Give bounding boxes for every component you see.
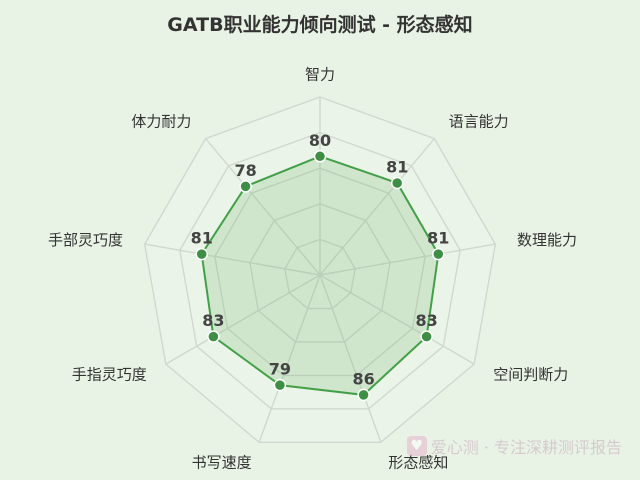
grid-spoke: [144, 243, 321, 276]
axis-label: 空间判断力: [493, 366, 568, 384]
data-label: 80: [309, 131, 331, 150]
axis-label: 手指灵巧度: [72, 366, 147, 384]
data-label: 81: [386, 158, 408, 177]
grid-spoke: [205, 138, 321, 276]
grid-ring: [284, 238, 356, 310]
data-label: 78: [234, 161, 256, 180]
axis-label: 形态感知: [388, 453, 448, 471]
chart-title: GATB职业能力倾向测试 - 形态感知: [167, 14, 473, 36]
axis-label: 数理能力: [517, 231, 577, 249]
grid-spoke: [319, 138, 435, 276]
data-point: [432, 247, 445, 261]
axis-label: 书写速度: [192, 453, 252, 471]
grid-ring: [179, 131, 461, 410]
grid-spoke: [319, 274, 475, 365]
data-label: 81: [427, 229, 449, 248]
data-point: [390, 176, 404, 190]
data-point: [195, 247, 208, 261]
grid-ring: [214, 167, 426, 377]
grid-spoke: [319, 243, 496, 276]
heart-icon: ♥: [406, 436, 427, 456]
axis-label: 语言能力: [449, 112, 509, 130]
data-point: [273, 378, 287, 392]
data-point: [239, 180, 252, 193]
data-label: 86: [352, 369, 374, 388]
data-point: [420, 330, 433, 343]
data-point: [207, 330, 220, 343]
grid-spoke: [165, 274, 321, 365]
watermark: ♥ 爱心测 · 专注深耕测评报告: [406, 434, 622, 458]
series-area: [200, 155, 440, 396]
watermark-text: 爱心测 · 专注深耕测评报告: [430, 438, 622, 457]
data-point: [313, 150, 327, 163]
data-label: 81: [191, 229, 213, 248]
axis-label: 体力耐力: [131, 112, 191, 130]
data-label: 83: [202, 311, 224, 330]
axis-label: 手部灵巧度: [48, 231, 123, 249]
grid-ring: [249, 203, 391, 343]
grid-spoke: [258, 274, 321, 443]
data-label: 83: [415, 311, 437, 330]
axis-label: 智力: [305, 66, 335, 84]
grid-spoke: [319, 274, 382, 443]
data-label: 79: [269, 360, 291, 379]
data-point: [357, 388, 370, 402]
